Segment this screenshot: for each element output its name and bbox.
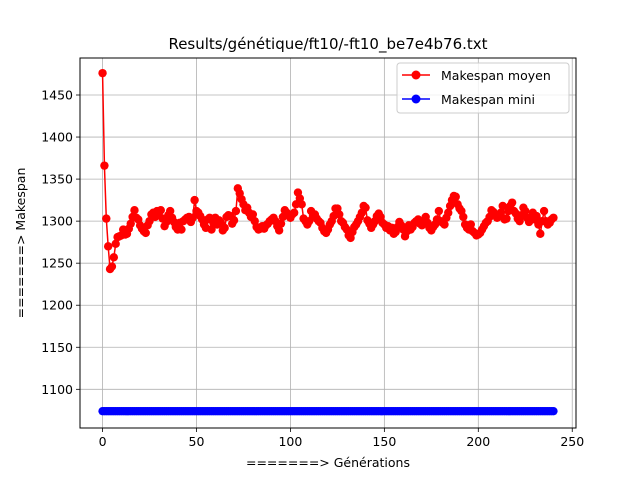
point-moyen (231, 206, 241, 216)
point-moyen (103, 242, 113, 251)
x-tick-label: 150 (372, 434, 396, 449)
legend-label-mini: Makespan mini (441, 92, 535, 107)
y-tick-label: 1350 (41, 172, 73, 187)
y-axis-title: =======> Makespan (13, 168, 28, 319)
point-moyen (220, 223, 229, 233)
point-moyen (126, 219, 135, 228)
series-layer (98, 68, 558, 416)
point-moyen (274, 226, 284, 235)
point-moyen (498, 201, 507, 211)
point-moyen (536, 229, 545, 238)
y-tick-label: 1250 (41, 256, 73, 271)
point-moyen (177, 225, 186, 234)
x-tick-label: 250 (560, 434, 584, 449)
plot-frame (79, 57, 577, 429)
point-moyen (98, 68, 107, 78)
point-moyen (507, 198, 517, 207)
legend-label-moyen: Makespan moyen (441, 68, 551, 83)
point-moyen (130, 206, 139, 215)
point-moyen (207, 225, 216, 234)
y-tick-label: 1400 (41, 130, 73, 145)
point-moyen (102, 214, 111, 223)
x-tick-label: 200 (466, 434, 490, 449)
y-tick-label: 1450 (41, 88, 73, 103)
point-moyen (276, 219, 286, 228)
legend: Makespan moyen Makespan mini (396, 62, 570, 114)
point-moyen (141, 228, 150, 238)
point-moyen (188, 213, 197, 222)
point-moyen (496, 208, 506, 217)
x-tick-label: 50 (189, 434, 205, 449)
point-moyen (459, 212, 468, 222)
x-tick-label: 100 (278, 434, 302, 449)
point-mini (549, 406, 558, 416)
point-moyen (361, 203, 370, 212)
point-moyen (466, 220, 475, 229)
point-moyen (335, 210, 344, 219)
x-axis-title: =======> Générations (246, 455, 410, 470)
y-tick-label: 1100 (41, 382, 73, 397)
axis-ticks: 0 50 100 150 200 250 1100 1150 1200 1250 1300 1350 1… (41, 88, 584, 450)
point-moyen (539, 206, 549, 216)
point-moyen (434, 206, 444, 216)
legend-box (396, 62, 570, 114)
point-moyen (100, 161, 109, 170)
point-moyen (229, 216, 239, 225)
point-moyen (111, 239, 120, 249)
point-moyen (297, 200, 306, 209)
point-moyen (532, 211, 541, 221)
point-moyen (451, 192, 460, 201)
point-moyen (289, 208, 299, 217)
point-moyen (248, 210, 258, 219)
y-tick-label: 1150 (41, 340, 73, 355)
x-tick-label: 0 (99, 434, 107, 449)
point-moyen (156, 206, 165, 215)
point-moyen (109, 253, 119, 262)
legend-marker-moyen (411, 70, 421, 80)
point-moyen (165, 206, 175, 216)
point-moyen (190, 195, 199, 205)
point-moyen (440, 220, 449, 229)
point-moyen (107, 262, 117, 271)
y-tick-label: 1200 (41, 298, 73, 313)
y-tick-label: 1300 (41, 214, 73, 229)
point-moyen (521, 206, 530, 216)
legend-marker-mini (411, 94, 421, 104)
point-moyen (444, 208, 453, 217)
point-moyen (549, 213, 558, 222)
chart-title: Results/génétique/ft10/-ft10_be7e4b76.tx… (168, 35, 487, 54)
point-moyen (502, 214, 511, 223)
